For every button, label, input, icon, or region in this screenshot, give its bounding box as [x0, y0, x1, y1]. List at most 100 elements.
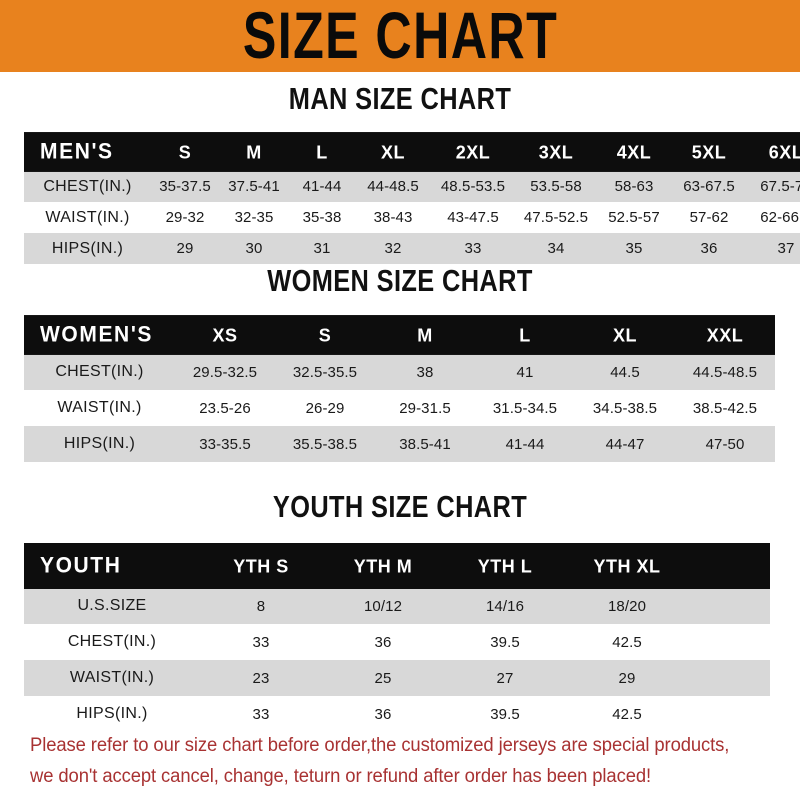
- section-title-youth: YOUTH SIZE CHART: [272, 490, 528, 524]
- cell: 44.5-48.5: [675, 354, 775, 390]
- table-row: HIPS(IN.) 33-35.5 35.5-38.5 38.5-41 41-4…: [24, 426, 775, 462]
- table-header-row: MEN'S S M L XL 2XL 3XL 4XL 5XL 6XL: [24, 132, 800, 172]
- header-row-label: YOUTH: [24, 542, 200, 590]
- row-label: HIPS(IN.): [24, 696, 200, 732]
- column-header: XL: [355, 132, 431, 172]
- cell: 38.5-42.5: [675, 390, 775, 426]
- cell: 42.5: [566, 696, 688, 732]
- column-header: 6XL: [747, 132, 800, 172]
- row-label: CHEST(IN.): [24, 624, 200, 660]
- table-header-row: WOMEN'S XS S M L XL XXL: [24, 315, 775, 355]
- cell: 32-35: [219, 202, 289, 233]
- cell: 29: [566, 660, 688, 696]
- cell: 14/16: [444, 588, 566, 624]
- cell: 41: [475, 354, 575, 390]
- cell: 8: [200, 588, 322, 624]
- cell: 31: [289, 233, 355, 264]
- cell: 35.5-38.5: [275, 426, 375, 462]
- row-label: CHEST(IN.): [24, 354, 175, 390]
- table-row: WAIST(IN.) 23 25 27 29: [24, 660, 770, 696]
- column-header: 3XL: [515, 132, 597, 172]
- page-title: SIZE CHART: [242, 0, 558, 72]
- column-header: L: [289, 132, 355, 172]
- cell-spacer: [688, 696, 770, 732]
- cell: 34.5-38.5: [575, 390, 675, 426]
- cell: 29-31.5: [375, 390, 475, 426]
- cell: 38-43: [355, 202, 431, 233]
- row-label: HIPS(IN.): [24, 233, 151, 264]
- cell: 23: [200, 660, 322, 696]
- column-header: YTH L: [444, 542, 566, 590]
- cell: 36: [322, 624, 444, 660]
- header-spacer: [688, 542, 770, 590]
- cell: 33: [200, 624, 322, 660]
- column-header: YTH M: [322, 542, 444, 590]
- page-banner: SIZE CHART: [0, 0, 800, 72]
- column-header: M: [219, 132, 289, 172]
- column-header: L: [475, 315, 575, 355]
- cell: 23.5-26: [175, 390, 275, 426]
- column-header: XL: [575, 315, 675, 355]
- cell: 35-38: [289, 202, 355, 233]
- row-label: WAIST(IN.): [24, 202, 151, 233]
- table-row: CHEST(IN.) 35-37.5 37.5-41 41-44 44-48.5…: [24, 171, 800, 202]
- cell: 44-47: [575, 426, 675, 462]
- cell: 18/20: [566, 588, 688, 624]
- cell: 35: [597, 233, 671, 264]
- column-header: YTH S: [200, 542, 322, 590]
- man-size-table: MEN'S S M L XL 2XL 3XL 4XL 5XL 6XL CHEST…: [24, 132, 800, 264]
- column-header: XS: [175, 315, 275, 355]
- cell-spacer: [688, 660, 770, 696]
- cell: 38.5-41: [375, 426, 475, 462]
- cell: 30: [219, 233, 289, 264]
- cell: 31.5-34.5: [475, 390, 575, 426]
- cell: 37: [747, 233, 800, 264]
- table-row: CHEST(IN.) 33 36 39.5 42.5: [24, 624, 770, 660]
- column-header: S: [151, 132, 219, 172]
- cell: 47-50: [675, 426, 775, 462]
- cell: 43-47.5: [431, 202, 515, 233]
- cell: 44.5: [575, 354, 675, 390]
- row-label: CHEST(IN.): [24, 171, 151, 202]
- column-header: XXL: [675, 315, 775, 355]
- column-header: M: [375, 315, 475, 355]
- cell: 36: [322, 696, 444, 732]
- cell: 39.5: [444, 624, 566, 660]
- section-title-man: MAN SIZE CHART: [288, 82, 512, 116]
- cell: 39.5: [444, 696, 566, 732]
- column-header: 4XL: [597, 132, 671, 172]
- table-row: CHEST(IN.) 29.5-32.5 32.5-35.5 38 41 44.…: [24, 354, 775, 390]
- section-man-title-wrap: MAN SIZE CHART: [0, 82, 800, 116]
- cell: 37.5-41: [219, 171, 289, 202]
- table-youth: YOUTH YTH S YTH M YTH L YTH XL U.S.SIZE …: [24, 542, 770, 732]
- table-row: HIPS(IN.) 33 36 39.5 42.5: [24, 696, 770, 732]
- cell: 52.5-57: [597, 202, 671, 233]
- cell: 53.5-58: [515, 171, 597, 202]
- cell: 33: [431, 233, 515, 264]
- women-size-table: WOMEN'S XS S M L XL XXL CHEST(IN.) 29.5-…: [24, 315, 775, 462]
- cell: 41-44: [475, 426, 575, 462]
- cell: 25: [322, 660, 444, 696]
- cell: 36: [671, 233, 747, 264]
- cell-spacer: [688, 588, 770, 624]
- cell: 33: [200, 696, 322, 732]
- cell: 33-35.5: [175, 426, 275, 462]
- column-header: 5XL: [671, 132, 747, 172]
- column-header: YTH XL: [566, 542, 688, 590]
- cell: 29-32: [151, 202, 219, 233]
- cell: 10/12: [322, 588, 444, 624]
- cell: 26-29: [275, 390, 375, 426]
- table-header-row: YOUTH YTH S YTH M YTH L YTH XL: [24, 542, 770, 590]
- cell: 27: [444, 660, 566, 696]
- cell: 48.5-53.5: [431, 171, 515, 202]
- cell: 67.5-72: [747, 171, 800, 202]
- table-row: U.S.SIZE 8 10/12 14/16 18/20: [24, 588, 770, 624]
- cell: 58-63: [597, 171, 671, 202]
- youth-size-table: YOUTH YTH S YTH M YTH L YTH XL U.S.SIZE …: [24, 542, 770, 732]
- header-row-label: WOMEN'S: [24, 315, 175, 355]
- cell: 35-37.5: [151, 171, 219, 202]
- cell: 32: [355, 233, 431, 264]
- cell: 47.5-52.5: [515, 202, 597, 233]
- cell: 62-66.5: [747, 202, 800, 233]
